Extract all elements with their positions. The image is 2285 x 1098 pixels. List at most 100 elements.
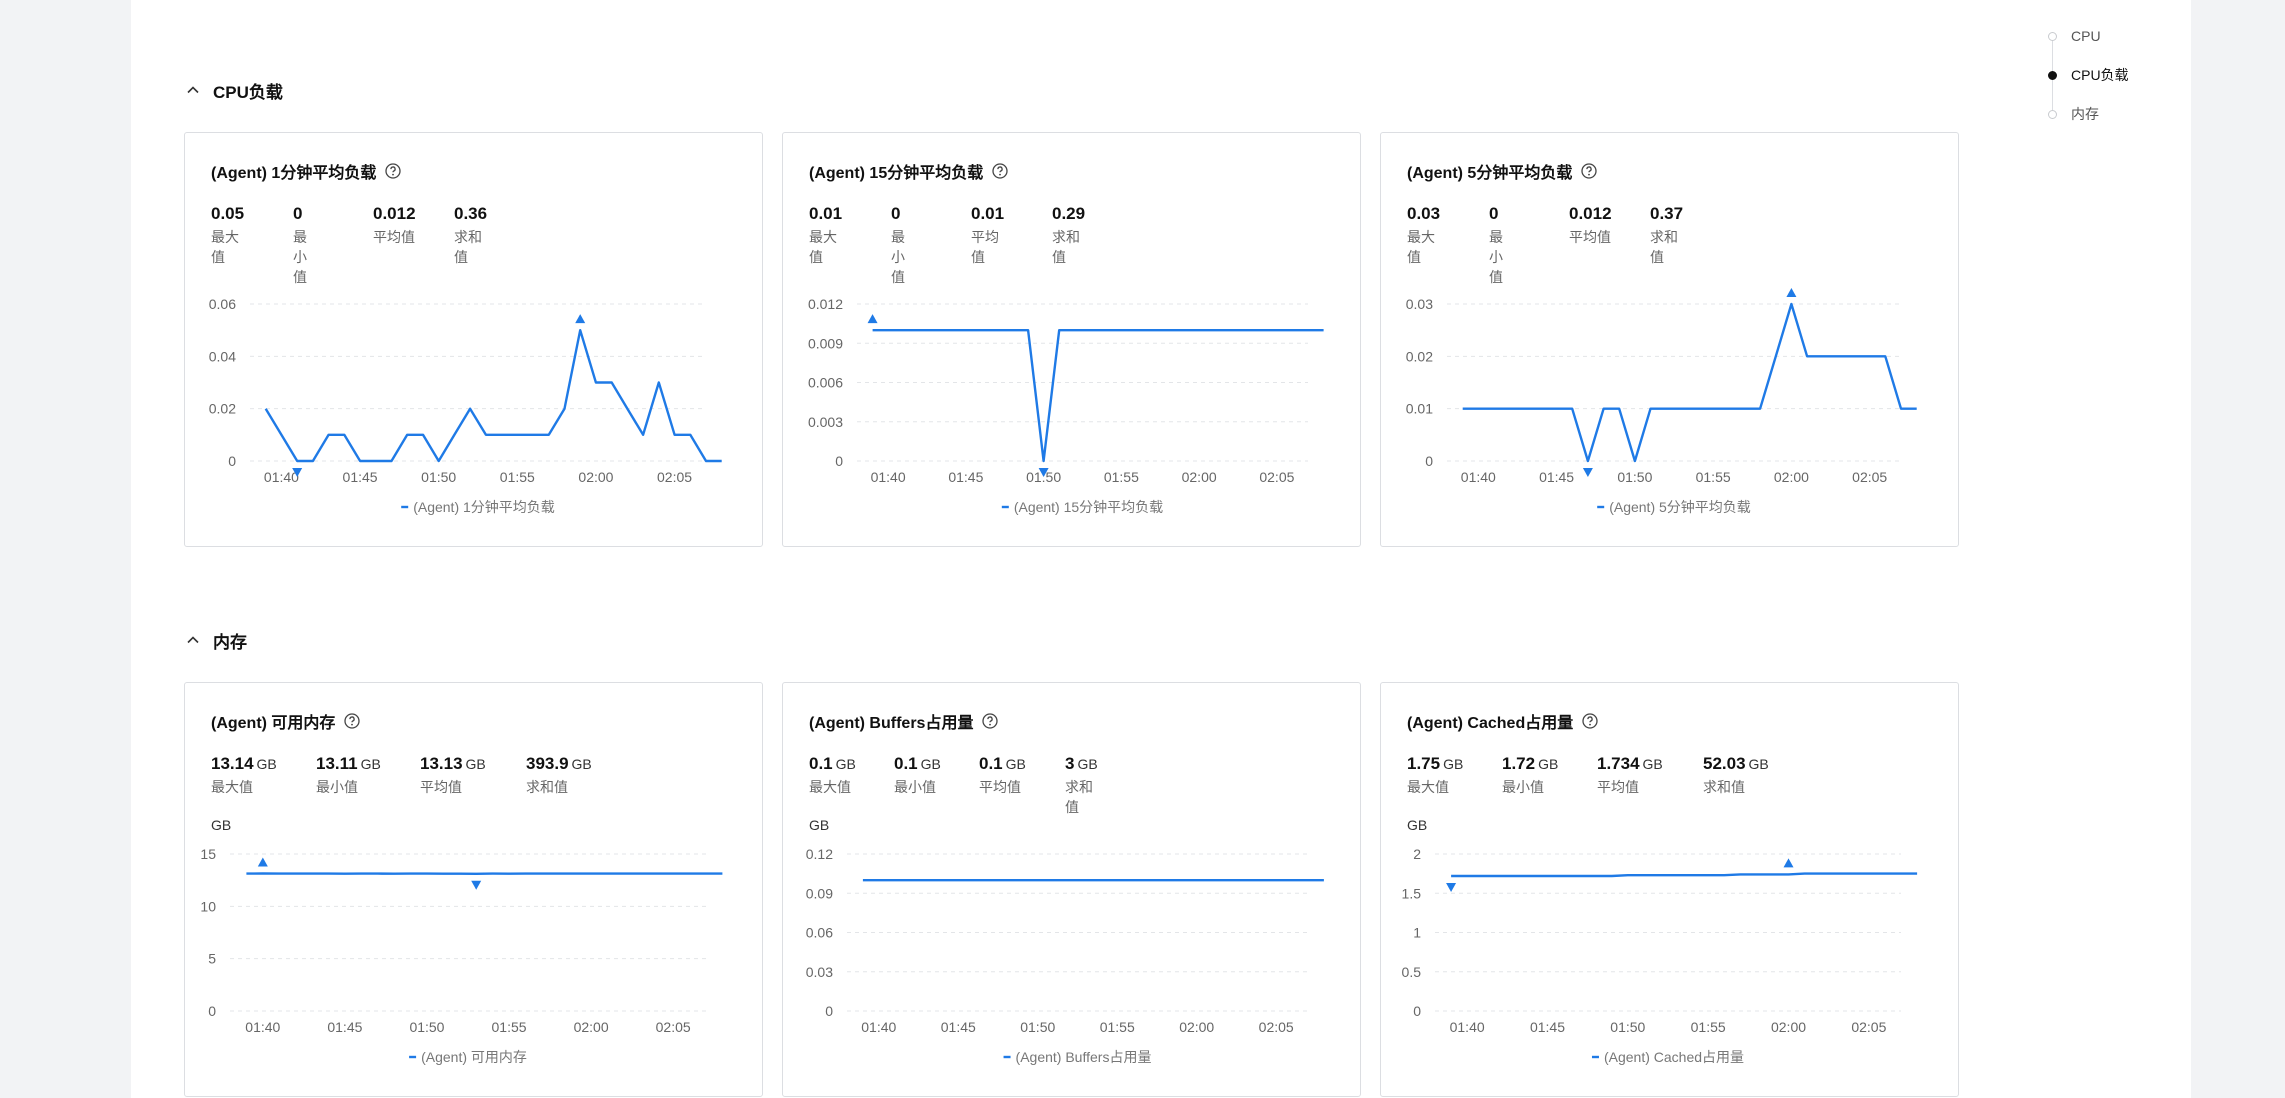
card-title-row: (Agent) 1分钟平均负载 <box>211 159 402 183</box>
stat-value: 0.36 <box>454 204 488 223</box>
legend[interactable]: (Agent) 可用内存 <box>409 1049 527 1065</box>
help-icon[interactable] <box>981 712 999 730</box>
legend[interactable]: (Agent) 15分钟平均负载 <box>1001 499 1163 515</box>
max-marker-triangle <box>1783 858 1794 868</box>
stat-value-row: 0.1 GB <box>979 753 1026 775</box>
stat-item: 0.01 平均值 <box>971 203 1004 267</box>
series-line <box>264 328 722 463</box>
section-title: CPU负载 <box>213 82 283 102</box>
stat-label: 求和值 <box>526 779 568 795</box>
card-title: (Agent) Buffers占用量 <box>809 715 974 732</box>
stat-item: 0 最小值 <box>891 203 905 287</box>
line-chart: GB 0 0.5 1 1.5 2 01:40 01:45 01:50 01:55 02:00 02:0… <box>1402 817 1918 1065</box>
x-tick-label: 01:50 <box>1610 1019 1645 1035</box>
chevron-up-icon <box>187 636 199 644</box>
metric-card: (Agent) 1分钟平均负载 0.05 最大值 0 最小值 0.012 平均值 0.36 求和… <box>184 132 763 547</box>
stat-label: 最大值 <box>211 229 239 265</box>
line-chart: 0 0.02 0.04 0.06 01:40 01:45 01:50 01:55 02:00 02… <box>209 296 722 515</box>
anchor-nav-item-cpu-load[interactable]: CPU负载 <box>2048 63 2129 87</box>
stat-value-row: 13.11 GB <box>316 753 381 775</box>
anchor-nav-item-cpu[interactable]: CPU <box>2048 24 2101 48</box>
stat-item: 0.05 最大值 <box>211 203 244 267</box>
legend-label: (Agent) Cached占用量 <box>1604 1049 1744 1065</box>
x-tick-label: 01:50 <box>409 1019 444 1035</box>
stat-value: 0.012 <box>1569 204 1612 223</box>
stat-unit: GB <box>1748 756 1769 772</box>
y-tick-label: 0.02 <box>1406 348 1433 364</box>
stat-value: 0.1 <box>809 754 833 773</box>
x-tick-label: 01:55 <box>500 469 535 485</box>
stat-value: 1.734 <box>1597 754 1640 773</box>
help-icon[interactable] <box>384 162 402 180</box>
stat-value-row: 0.01 <box>971 203 1004 225</box>
legend-label: (Agent) 5分钟平均负载 <box>1609 499 1751 515</box>
legend[interactable]: (Agent) 5分钟平均负载 <box>1597 499 1751 515</box>
stat-label: 最大值 <box>211 779 253 795</box>
series-line <box>1451 872 1918 878</box>
metric-card: (Agent) 5分钟平均负载 0.03 最大值 0 最小值 0.012 平均值 0.37 求和… <box>1380 132 1959 547</box>
stat-item: 0.03 最大值 <box>1407 203 1440 267</box>
stat-item: 0.36 求和值 <box>454 203 487 267</box>
x-tick-label: 02:05 <box>656 1019 691 1035</box>
stat-label: 最小值 <box>894 779 936 795</box>
y-tick-label: 0.12 <box>806 846 833 862</box>
max-marker-triangle <box>575 314 586 324</box>
y-tick-label: 1.5 <box>1402 885 1422 901</box>
y-tick-label: 0 <box>1425 453 1433 469</box>
legend[interactable]: (Agent) 1分钟平均负载 <box>401 499 555 515</box>
anchor-nav-item-memory[interactable]: 内存 <box>2048 102 2099 126</box>
section-header-memory[interactable]: 内存 <box>185 626 247 654</box>
stat-unit: GB <box>465 756 486 772</box>
y-tick-label: 0.04 <box>209 348 236 364</box>
stat-item: 0 最小值 <box>1489 203 1503 287</box>
line-chart: 0 0.01 0.02 0.03 01:40 01:45 01:50 01:55 02:00 02… <box>1406 288 1917 515</box>
legend-label: (Agent) Buffers占用量 <box>1016 1049 1152 1065</box>
x-tick-label: 01:45 <box>327 1019 362 1035</box>
line-chart: GB 0 0.03 0.06 0.09 0.12 01:40 01:45 01:50 01:55 0… <box>806 817 1324 1065</box>
stat-label: 最大值 <box>1407 229 1435 265</box>
help-icon[interactable] <box>991 162 1009 180</box>
stat-value: 0.012 <box>373 204 416 223</box>
x-tick-label: 01:55 <box>1100 1019 1135 1035</box>
legend-label: (Agent) 可用内存 <box>421 1049 527 1065</box>
y-tick-label: 0 <box>228 453 236 469</box>
legend[interactable]: (Agent) Buffers占用量 <box>1003 1049 1152 1065</box>
stat-item: 3 GB 求和值 <box>1065 753 1098 817</box>
help-icon[interactable] <box>1581 712 1599 730</box>
stat-item: 13.11 GB 最小值 <box>316 753 381 797</box>
stat-item: 0.1 GB 最小值 <box>894 753 941 797</box>
y-tick-label: 0.01 <box>1406 401 1433 417</box>
stat-label: 最小值 <box>316 779 358 795</box>
stat-value-row: 1.734 GB <box>1597 753 1663 775</box>
x-tick-label: 02:00 <box>574 1019 609 1035</box>
dashboard-page: CPU负载 内存 (Agent) 1分钟平均负载 0.05 最大值 0 最小值 0.012… <box>131 0 2191 1098</box>
stat-item: 0.012 平均值 <box>373 203 416 247</box>
stat-unit: GB <box>1077 756 1098 772</box>
help-icon[interactable] <box>343 712 361 730</box>
x-tick-label: 02:00 <box>1774 469 1809 485</box>
help-icon[interactable] <box>1580 162 1598 180</box>
stat-value-row: 0.1 GB <box>809 753 856 775</box>
stat-value: 52.03 <box>1703 754 1746 773</box>
y-tick-label: 0.09 <box>806 885 833 901</box>
section-header-cpu-load[interactable]: CPU负载 <box>185 76 283 104</box>
stat-item: 0.1 GB 平均值 <box>979 753 1026 797</box>
stat-item: 0.37 求和值 <box>1650 203 1683 267</box>
stat-value-row: 0.36 <box>454 203 487 225</box>
anchor-nav-label: CPU <box>2071 28 2101 44</box>
stat-unit: GB <box>1538 756 1559 772</box>
stat-value-row: 0 <box>891 203 905 225</box>
stat-value: 0 <box>293 204 303 223</box>
stat-unit: GB <box>256 756 277 772</box>
x-tick-label: 01:45 <box>941 1019 976 1035</box>
stat-label: 最小值 <box>293 229 307 285</box>
card-title: (Agent) 5分钟平均负载 <box>1407 165 1573 182</box>
legend[interactable]: (Agent) Cached占用量 <box>1591 1049 1744 1065</box>
card-title: (Agent) 15分钟平均负载 <box>809 165 984 182</box>
y-tick-label: 0.03 <box>1406 296 1433 312</box>
stat-value: 0.37 <box>1650 204 1684 223</box>
anchor-dot <box>2048 31 2057 41</box>
stat-item: 13.14 GB 最大值 <box>211 753 277 797</box>
y-tick-label: 0.03 <box>806 964 833 980</box>
card-title-row: (Agent) Cached占用量 <box>1407 709 1599 733</box>
